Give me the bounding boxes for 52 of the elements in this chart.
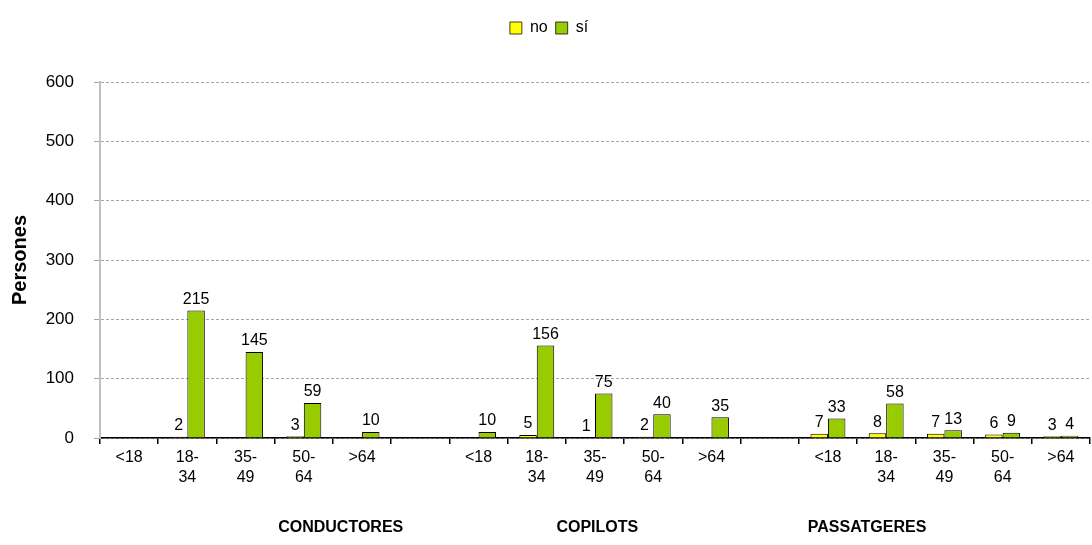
data-label: 10	[361, 411, 380, 429]
x-tick-label: 35-49	[932, 448, 956, 486]
x-tick-label: 50-64	[991, 448, 1015, 486]
x-tick-label: >64	[348, 448, 376, 466]
y-axis-title: Persones	[7, 214, 30, 306]
data-label: 215	[182, 289, 210, 307]
x-tick-label: 18-34	[874, 448, 898, 486]
x-tick-label: <18	[814, 448, 842, 466]
x-tick-label: 35-49	[583, 448, 607, 486]
data-label: 35	[711, 396, 730, 414]
data-label: 58	[886, 382, 904, 400]
data-label: 6	[989, 413, 999, 431]
x-tick-label: >64	[1047, 448, 1075, 466]
data-label: 156	[532, 324, 559, 342]
data-label: 13	[944, 409, 963, 427]
data-label: 40	[653, 393, 671, 411]
data-label: 3	[1047, 415, 1057, 433]
data-label: 9	[1006, 412, 1016, 430]
x-tick-label: 18-34	[525, 448, 549, 486]
y-tick-label: 500	[45, 131, 74, 151]
x-tick-label: 50-64	[292, 448, 316, 486]
y-tick-label: 600	[45, 71, 74, 91]
x-tick-label: 18-34	[175, 448, 199, 486]
x-tick-label: <18	[464, 448, 493, 466]
data-label: 2	[640, 416, 650, 434]
text: CONDUCTORES	[278, 518, 404, 536]
y-tick-label: 0	[64, 427, 74, 447]
x-tick-label: >64	[697, 448, 726, 466]
y-tick-label: 200	[45, 309, 74, 329]
x-tick-label: 35-49	[234, 448, 258, 486]
data-label: 33	[827, 397, 846, 415]
text: COPILOTS	[556, 518, 639, 536]
data-label: 10	[478, 411, 497, 429]
data-label: 3	[290, 415, 300, 433]
data-label: 8	[872, 412, 882, 430]
legend-label: no	[529, 18, 548, 36]
data-label: 145	[240, 331, 268, 349]
y-tick-label: 400	[45, 190, 74, 210]
x-tick-label: 50-64	[641, 448, 665, 486]
text: PASSATGERES	[807, 518, 927, 536]
data-label: 75	[594, 372, 613, 390]
x-tick-label: <18	[115, 448, 143, 466]
data-label: 7	[814, 413, 824, 431]
legend-label: sí	[575, 18, 589, 36]
data-label: 4	[1065, 415, 1075, 433]
data-label: 59	[303, 382, 322, 400]
data-label: 2	[174, 416, 184, 434]
data-label: 1	[581, 416, 591, 434]
y-tick-label: 300	[45, 249, 74, 269]
data-label: 5	[523, 414, 533, 432]
y-tick-label: 100	[45, 368, 74, 388]
data-label: 7	[931, 413, 941, 431]
